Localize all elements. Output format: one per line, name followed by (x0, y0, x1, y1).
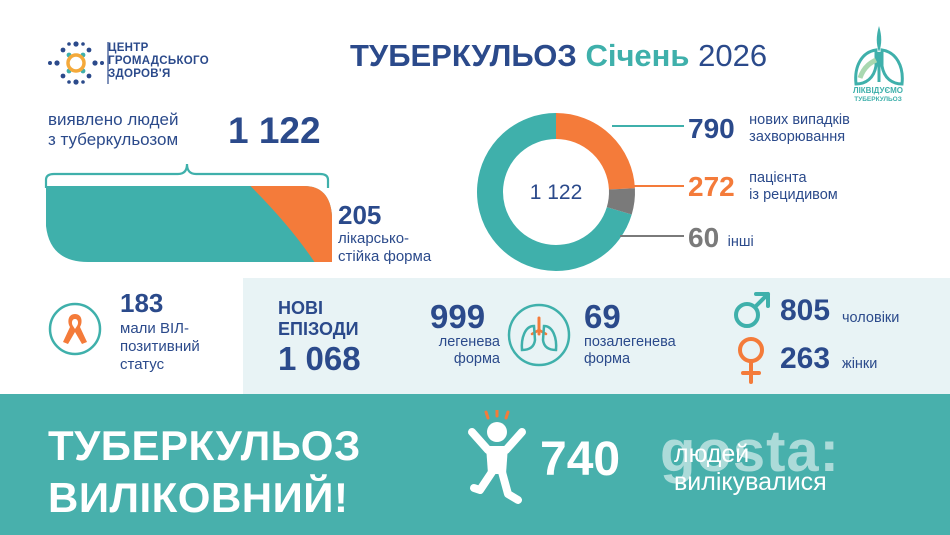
pulmonary-value: 999 (430, 298, 486, 335)
bar-total (46, 186, 332, 262)
footer-slogan-line: ТУБЕРКУЛЬОЗ (48, 422, 361, 469)
donut-row-new: 790 нових випадків захворювання (688, 112, 850, 146)
cured-label-line: людей (674, 440, 750, 468)
male-symbol-icon (734, 292, 770, 328)
donut-label-line: нових випадків (749, 112, 850, 128)
donut-center-label: 1 122 (530, 181, 583, 204)
detected-label: виявлено людей з туберкульозом (48, 110, 178, 150)
cured-value: 740 (540, 433, 621, 486)
donut-label-other: інші (727, 233, 754, 250)
cases-donut-chart: 1 122 (477, 113, 635, 271)
donut-label-line: із рецидивом (749, 187, 838, 203)
resistant-label-line: лікарсько- (338, 230, 410, 247)
hiv-label-line: статус (120, 356, 165, 373)
happy-child-icon (468, 410, 526, 504)
logo-right-line: ЛІКВІДУЄМО (852, 86, 904, 95)
new-episodes-label: НОВІ ЕПІЗОДИ (278, 298, 359, 340)
resistant-label: лікарсько- стійка форма (338, 230, 431, 266)
extrapulmonary-label-line: форма (584, 351, 631, 367)
cured-label: людей вилікувалися (674, 440, 827, 496)
logo-text-line: ГРОМАДСЬКОГО (108, 55, 209, 67)
donut-row-relapse: 272 пацієнта із рецидивом (688, 170, 838, 204)
detected-label-line: виявлено людей (48, 110, 179, 129)
logo-dots (48, 41, 104, 85)
logo-right-line: ТУБЕРКУЛЬОЗ (854, 96, 902, 103)
female-symbol-icon (738, 337, 764, 384)
donut-value-relapse: 272 (688, 171, 735, 202)
donut-value-other: 60 (688, 222, 720, 253)
extrapulmonary-value: 69 (584, 298, 621, 335)
hiv-label: мали ВІЛ- позитивний статус (120, 320, 200, 374)
logo-text: ЦЕНТР ГРОМАДСЬКОГО ЗДОРОВ'Я (108, 42, 209, 81)
donut-slice-new (477, 113, 632, 271)
new-episodes-band (243, 278, 950, 394)
donut-leader-lines (612, 125, 684, 237)
new-episodes-value: 1 068 (278, 340, 361, 377)
title-month: Січень (585, 38, 690, 73)
resistant-value: 205 (338, 200, 382, 230)
logo-text-line: ЗДОРОВ'Я (108, 68, 171, 80)
hiv-label-line: мали ВІЛ- (120, 320, 189, 337)
extrapulmonary-label: позалегенева форма (584, 334, 676, 368)
donut-label-line: пацієнта (749, 170, 807, 186)
bracket-divider (44, 163, 330, 188)
male-label: чоловіки (842, 310, 900, 326)
awareness-ribbon-icon (48, 302, 102, 356)
hiv-label-line: позитивний (120, 338, 200, 355)
logo-text-line: ЦЕНТР (108, 42, 149, 54)
detected-value: 1 122 (228, 110, 321, 151)
female-value: 263 (780, 342, 831, 375)
donut-label-line: захворювання (749, 129, 846, 145)
page-title: ТУБЕРКУЛЬОЗ Січень 2026 (350, 38, 767, 74)
donut-label-relapse: пацієнта із рецидивом (749, 170, 838, 204)
donut-slice-other (606, 188, 635, 215)
pulmonary-label-line: легенева (438, 334, 500, 350)
pulmonary-label: легенева форма (410, 334, 500, 368)
logo-right-text: ЛІКВІДУЄМО ТУБЕРКУЛЬОЗ (838, 86, 918, 104)
lungs-icon (507, 303, 571, 367)
cured-label-line: вилікувалися (674, 468, 827, 496)
male-value: 805 (780, 294, 831, 327)
donut-label-new: нових випадків захворювання (749, 112, 850, 146)
donut-slice-relapse (555, 113, 635, 191)
center-public-health-logo-icon (48, 41, 109, 85)
bar-resistant (250, 186, 332, 262)
female-label: жінки (842, 356, 878, 372)
footer-banner (0, 394, 950, 535)
title-year: 2026 (698, 38, 768, 73)
pulmonary-label-line: форма (453, 351, 500, 367)
donut-value-new: 790 (688, 113, 735, 144)
detected-label-line: з туберкульозом (48, 130, 179, 149)
footer-slogan: ТУБЕРКУЛЬОЗ ВИЛІКОВНИЙ! (48, 420, 361, 524)
extrapulmonary-label-line: позалегенева (584, 334, 676, 350)
footer-slogan-line: ВИЛІКОВНИЙ! (48, 474, 349, 521)
new-episodes-label-line: НОВІ (278, 298, 323, 318)
title-topic: ТУБЕРКУЛЬОЗ (350, 38, 577, 73)
watermark: gosta: (660, 419, 840, 484)
resistant-share-chart (46, 186, 332, 262)
lungs-leaf-logo-icon (854, 26, 904, 86)
resistant-label-line: стійка форма (338, 248, 432, 265)
new-episodes-label-line: ЕПІЗОДИ (278, 319, 359, 339)
hiv-value: 183 (120, 288, 164, 318)
donut-row-other: 60 інші (688, 222, 754, 254)
